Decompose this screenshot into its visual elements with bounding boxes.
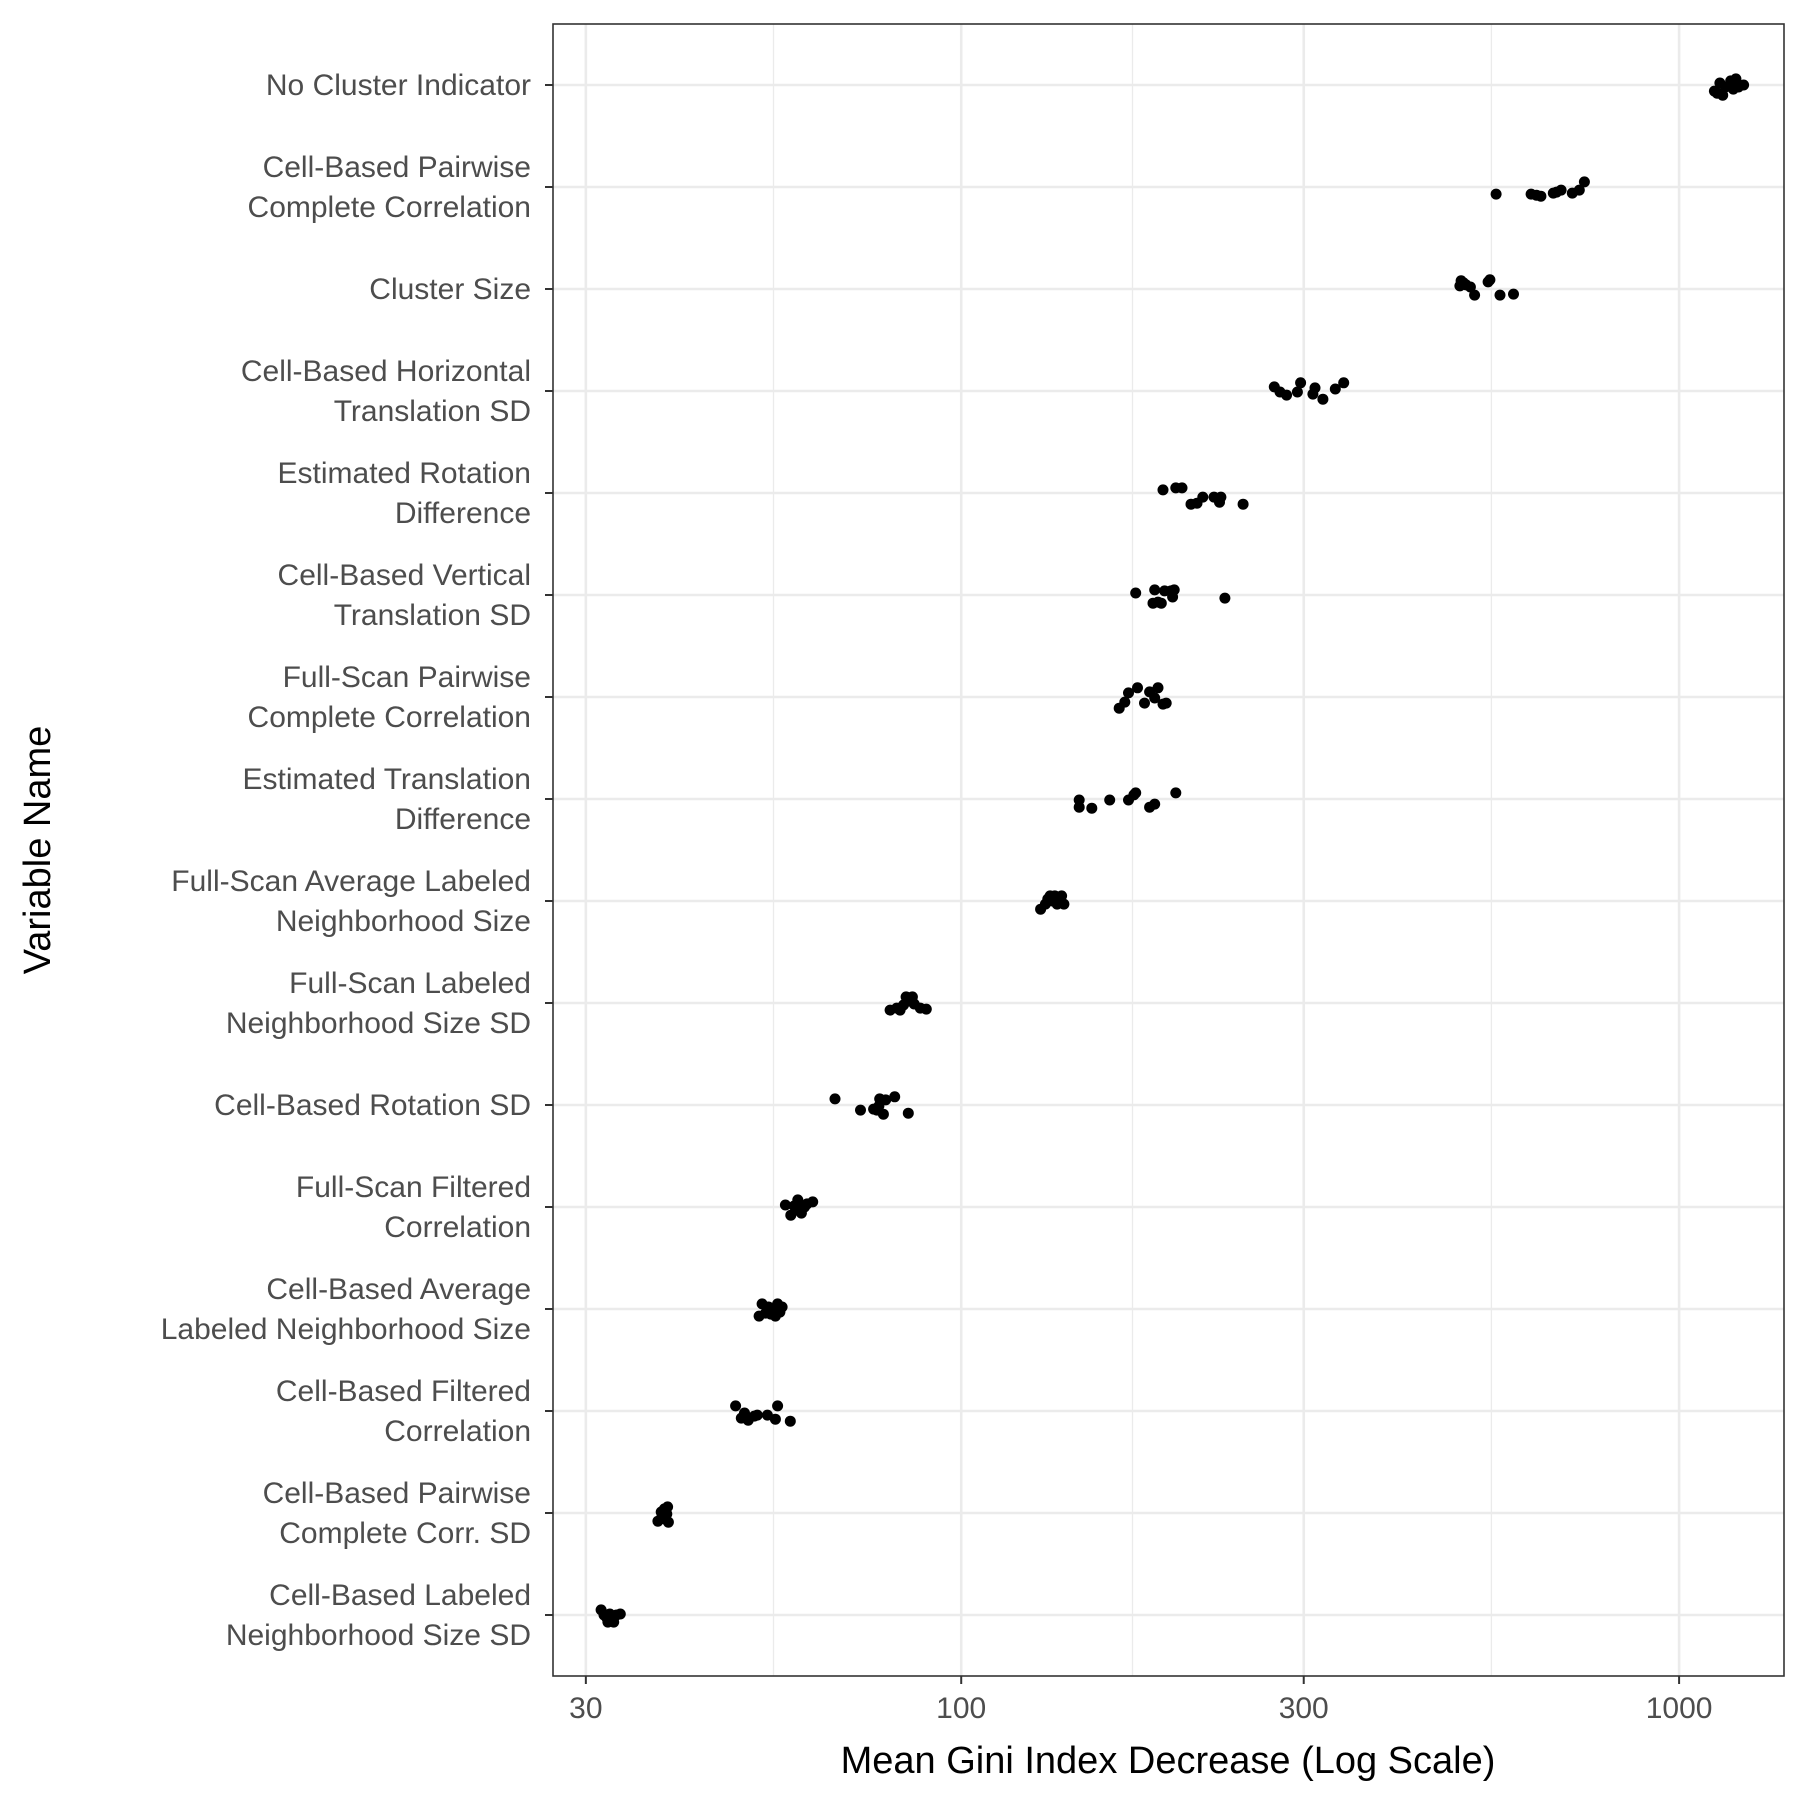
y-tick-label: Full-Scan Labeled Neighborhood Size SD <box>226 967 531 1040</box>
data-point <box>1215 491 1227 503</box>
data-point <box>784 1415 796 1427</box>
data-point <box>1058 898 1070 910</box>
data-point <box>658 1505 670 1517</box>
y-tick-label: Cell-Based Pairwise Complete Correlation <box>248 151 531 224</box>
data-point <box>614 1608 626 1620</box>
data-point <box>1295 377 1307 389</box>
data-point <box>1149 584 1161 596</box>
data-point <box>889 1091 901 1103</box>
data-point <box>779 1199 791 1211</box>
x-axis: 30 100 300 1000 <box>569 1676 1712 1725</box>
data-point <box>1160 697 1172 709</box>
data-point <box>1307 388 1319 400</box>
data-point <box>1317 393 1329 405</box>
data-point <box>1573 184 1585 196</box>
data-point <box>855 1104 866 1116</box>
data-point <box>1130 787 1142 799</box>
data-point <box>760 1307 772 1319</box>
data-point <box>1484 274 1496 286</box>
y-tick-label: Cell-Based Labeled Neighborhood Size SD <box>226 1579 531 1652</box>
data-point <box>1149 692 1161 704</box>
data-point <box>1086 802 1098 814</box>
data-point <box>1281 389 1293 401</box>
data-point <box>801 1198 813 1210</box>
panel-border <box>552 23 1785 1677</box>
y-tick-label: Cell-Based Vertical Translation SD <box>278 559 531 632</box>
y-tick-label: Cell-Based Average Labeled Neighborhood S… <box>161 1273 531 1346</box>
data-point <box>873 1100 885 1112</box>
data-point <box>1237 498 1249 510</box>
data-point <box>730 1400 742 1412</box>
data-point <box>1711 87 1723 99</box>
x-tick-label: 100 <box>936 1692 986 1725</box>
y-axis-title: Variable Name <box>17 726 59 975</box>
data-point <box>829 1093 841 1105</box>
y-tick-label: Cell-Based Rotation SD <box>214 1089 531 1122</box>
data-point <box>1338 377 1350 389</box>
data-point <box>1130 587 1142 599</box>
major-gridlines <box>553 24 1784 1676</box>
data-point <box>1551 186 1563 198</box>
data-point <box>1139 697 1150 709</box>
data-point <box>1219 592 1231 604</box>
data-point <box>1458 277 1470 289</box>
data-point <box>1132 682 1143 694</box>
y-tick-label: Full-Scan Average Labeled Neighborhood Si… <box>171 865 531 938</box>
data-point <box>902 1107 914 1119</box>
data-point <box>1119 696 1131 708</box>
data-point <box>1578 176 1590 188</box>
data-point <box>908 998 920 1010</box>
y-tick-label: Cell-Based Horizontal Translation SD <box>241 355 531 428</box>
data-point <box>769 1413 781 1425</box>
y-tick-label: Cell-Based Pairwise Complete Corr. SD <box>263 1477 531 1550</box>
x-tick-label: 30 <box>569 1692 602 1725</box>
data-point <box>1730 73 1742 85</box>
data-point <box>1042 893 1054 905</box>
data-point <box>1494 289 1506 301</box>
y-tick-label: No Cluster Indicator <box>266 69 531 102</box>
data-point <box>1176 482 1188 494</box>
data-point <box>600 1610 612 1622</box>
y-tick-label: Full-Scan Pairwise Complete Correlation <box>248 661 531 734</box>
x-tick-label: 300 <box>1279 1692 1329 1725</box>
data-point <box>1508 288 1519 300</box>
y-tick-label: Full-Scan Filtered Correlation <box>296 1171 531 1244</box>
data-point <box>1170 787 1182 799</box>
y-tick-label: Cluster Size <box>369 273 531 306</box>
data-point <box>1152 682 1164 694</box>
y-tick-label: Estimated Rotation Difference <box>278 457 531 530</box>
data-point <box>891 1002 903 1014</box>
x-axis-title: Mean Gini Index Decrease (Log Scale) <box>841 1740 1496 1782</box>
data-point <box>1104 794 1116 806</box>
x-tick-label: 1000 <box>1646 1692 1713 1725</box>
data-point <box>1149 798 1161 810</box>
data-point <box>920 1003 932 1015</box>
data-point <box>1157 484 1169 496</box>
data-point <box>1329 383 1341 395</box>
data-point <box>748 1410 760 1422</box>
data-points <box>595 73 1750 1628</box>
data-point <box>739 1407 750 1419</box>
y-tick-label: Cell-Based Filtered Correlation <box>276 1375 531 1448</box>
data-point <box>1291 386 1303 398</box>
data-point <box>1073 794 1085 806</box>
data-point <box>772 1298 784 1310</box>
data-point <box>877 1108 889 1120</box>
data-point <box>788 1200 800 1212</box>
y-tick-label: Estimated Translation Difference <box>243 763 531 836</box>
minor-gridlines <box>772 24 1493 1676</box>
data-point <box>1490 188 1502 200</box>
data-point <box>1197 491 1209 503</box>
data-point <box>1152 596 1164 608</box>
data-point <box>772 1400 784 1412</box>
data-point <box>1531 189 1542 201</box>
data-point <box>1738 79 1750 91</box>
data-point <box>1168 584 1180 596</box>
data-point <box>1469 289 1481 301</box>
data-point <box>1123 687 1134 699</box>
y-axis: No Cluster Indicator Cell-Based Pairwise C… <box>161 69 553 1652</box>
